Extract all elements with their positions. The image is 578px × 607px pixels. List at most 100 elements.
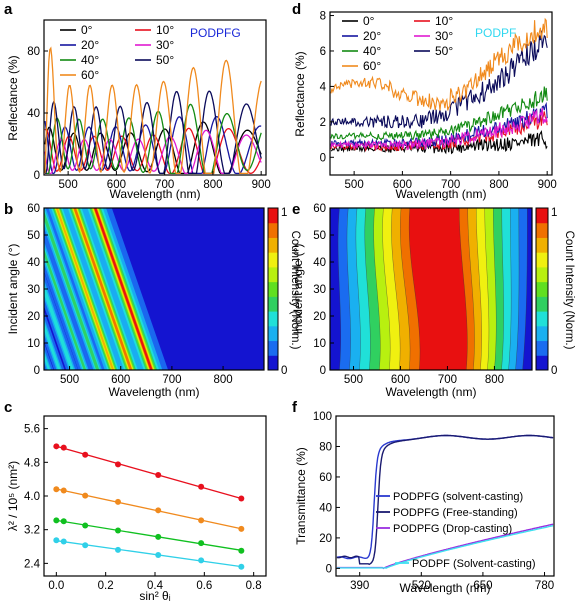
- panel-c-data-point: [82, 492, 89, 499]
- panel-c-data-point: [53, 517, 60, 524]
- panel-e-xtick-label: 600: [391, 374, 410, 386]
- panel-a-legend-label: 50°: [156, 53, 174, 67]
- panel-e-ytick-label: 60: [313, 203, 326, 215]
- panel-f-legend-label: PODPFG (solvent-casting): [393, 491, 523, 503]
- panel-label-a: a: [4, 1, 13, 18]
- panel-e-colorbar-label: Count Intensity (Norm.): [563, 231, 575, 350]
- panel-c-data-point: [115, 546, 121, 553]
- panel-f-ticks: 390 520 650 780 0 20 40 60 80 100: [313, 411, 554, 592]
- panel-f-series: [336, 434, 554, 570]
- panel-d-ytick-label: 2: [320, 117, 326, 129]
- panel-c-series: [53, 443, 245, 570]
- panel-f-xtick-label: 390: [350, 580, 369, 592]
- panel-a-legend: 0° 10° 20° 30° 40° 50° 60°: [60, 23, 174, 82]
- panel-label-b: b: [4, 201, 13, 218]
- panel-b-contours: [44, 208, 169, 370]
- panel-e-colorbar: 01: [535, 207, 557, 377]
- panel-c-ytick-label: 3.2: [24, 525, 40, 537]
- panel-b-colorbar-level: [268, 325, 278, 342]
- panel-e-xlabel: Wavelength (nm): [386, 385, 477, 399]
- panel-c-xtick-label: 0.4: [147, 580, 164, 592]
- panel-d-legend-label: 0°: [363, 14, 375, 28]
- panel-a-series-line: [45, 90, 262, 175]
- panel-a-legend-label: 0°: [81, 23, 93, 37]
- panel-a-annotation: PODPFG: [190, 26, 241, 40]
- panel-d-legend-label: 50°: [435, 44, 453, 58]
- panel-e-xtick-label: 800: [485, 374, 504, 386]
- panel-b-colorbar-level: [268, 296, 278, 312]
- panel-f-xlabel: Wavelength (nm): [400, 581, 491, 595]
- panel-d-series: [330, 17, 548, 155]
- panel-b-xtick-label: 500: [60, 374, 79, 386]
- panel-b-colorbar-level: [268, 237, 278, 253]
- panel-b-colorbar-label: Count Intensity (Norm.): [289, 231, 301, 350]
- panel-a-ytick-label: 40: [27, 108, 40, 120]
- panel-d-xlabel: Wavelength (nm): [396, 187, 487, 201]
- panel-c-ytick-label: 4.0: [24, 491, 40, 503]
- panel-e-colorbar-level: [536, 237, 548, 253]
- panel-c-data-point: [238, 525, 245, 532]
- panel-d-legend-label: 60°: [363, 59, 381, 73]
- panel-b-contour-band: [44, 208, 101, 370]
- panel-f-legend-label: PODPF (Solvent-casting): [412, 558, 535, 570]
- panel-b-ytick-label: 0: [34, 365, 40, 377]
- panel-e-colorbar-level: [536, 355, 548, 371]
- panel-d-ytick-label: 4: [320, 81, 327, 93]
- panel-b-xtick-label: 800: [213, 374, 232, 386]
- panel-e-colorbar-level: [536, 252, 548, 268]
- panel-c-data-point: [82, 522, 89, 529]
- panel-c-data-point: [238, 495, 245, 502]
- panel-c-data-point: [155, 551, 162, 558]
- panel-d-xtick-label: 600: [393, 179, 412, 191]
- panel-e-ytick-label: 20: [313, 311, 326, 323]
- panel-b-xtick-label: 700: [162, 374, 181, 386]
- panel-c-data-point: [198, 540, 205, 547]
- panel-e-ylabel: Incident angle (°): [291, 244, 305, 335]
- panel-e-colorbar-level: [536, 325, 548, 342]
- panel-a-ytick-label: 80: [27, 46, 40, 58]
- panel-e-contours: [337, 208, 528, 370]
- panel-b-contour-band: [94, 208, 153, 370]
- panel-b-contour-band: [44, 271, 79, 370]
- panel-d-legend-label: 10°: [435, 14, 453, 28]
- panel-e-colorbar-level: [536, 266, 548, 283]
- panel-b-xtick-label: 600: [111, 374, 130, 386]
- panel-d-ytick-label: 8: [320, 11, 326, 23]
- panel-c-data-point: [155, 471, 162, 478]
- panel-b-contour-band: [44, 208, 103, 370]
- panel-label-c: c: [4, 399, 12, 416]
- panel-d-xtick-label: 800: [489, 179, 508, 191]
- panel-f-ytick-label: 60: [319, 472, 332, 484]
- panel-b-xlabel: Wavelength (nm): [109, 385, 200, 399]
- panel-e-ytick-label: 30: [313, 284, 326, 296]
- panel-c-data-point: [53, 486, 60, 493]
- panel-e-xtick-label: 500: [344, 374, 363, 386]
- panel-a-series: [44, 46, 262, 175]
- panel-c-chart: 0.0 0.2 0.4 0.6 0.8 2.4 3.2 4.0 4.8 5.6 sin² θᵢ λ…: [6, 415, 267, 603]
- panel-d-xtick-label: 500: [345, 179, 364, 191]
- panel-b-contour-band: [44, 248, 87, 370]
- panel-c-xtick-label: 0.2: [98, 580, 114, 592]
- panel-c-data-point: [238, 547, 245, 554]
- panel-a-ticks: 500 600 700 800 900 0 40 80: [27, 46, 271, 191]
- panel-c-ylabel: λ² / 10⁵ (nm²): [6, 461, 20, 531]
- panel-b-contour-band: [44, 245, 88, 370]
- panel-e-ytick-label: 10: [313, 338, 326, 350]
- panel-b-colorbar-level: [268, 208, 278, 224]
- panel-e-ytick-label: 40: [313, 257, 326, 269]
- panel-b-ytick-label: 60: [27, 203, 40, 215]
- panel-c-data-point: [60, 538, 67, 545]
- panel-b-contour-band: [44, 352, 51, 370]
- panel-a-ylabel: Reflectance (%): [6, 55, 20, 140]
- panel-f-xtick-label: 780: [535, 580, 554, 592]
- panel-e-colorbar-level: [536, 340, 548, 356]
- panel-c-data-point: [82, 451, 89, 458]
- panel-f-legend-label: PODPFG (Free-standing): [393, 507, 518, 519]
- panel-a-xtick-label: 800: [203, 179, 222, 191]
- panel-b-ylabel: Incident angle (°): [6, 244, 20, 335]
- panel-c-xtick-label: 0.8: [246, 580, 262, 592]
- panel-b-colorbar-tick: 0: [281, 365, 287, 377]
- panel-a-xtick-label: 900: [252, 179, 271, 191]
- panel-f-series-line: [336, 434, 554, 566]
- panel-b-colorbar-level: [268, 281, 278, 297]
